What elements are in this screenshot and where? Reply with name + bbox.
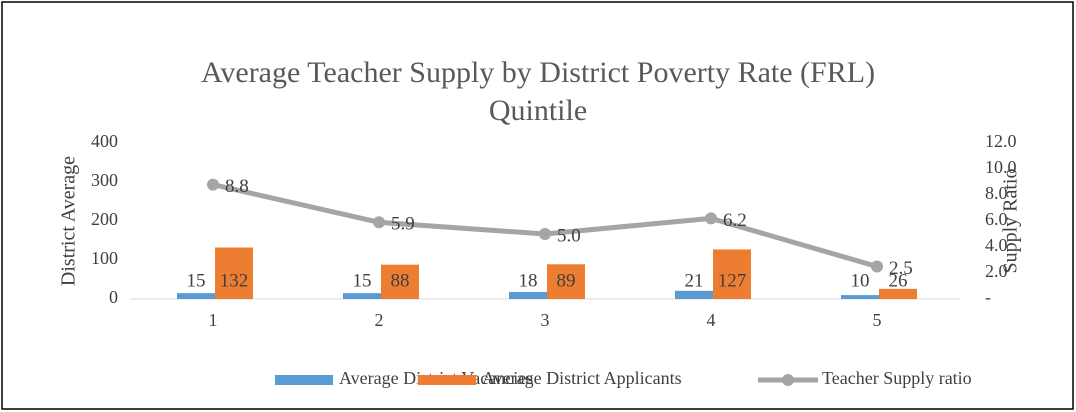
line-marker	[871, 260, 883, 273]
data-label: 15	[353, 270, 372, 291]
legend-swatch	[418, 375, 476, 385]
line-marker	[705, 212, 717, 225]
legend-swatch	[275, 375, 333, 385]
data-label: 5.9	[391, 214, 415, 235]
line-marker	[373, 216, 385, 229]
data-label: 127	[718, 270, 747, 291]
bar	[879, 288, 917, 299]
data-label: 26	[889, 270, 908, 291]
line-marker	[539, 228, 551, 240]
y-tick-label: 400	[91, 131, 118, 151]
bar	[215, 247, 253, 299]
bar	[381, 264, 419, 299]
y-axis-title: District Average	[58, 156, 80, 286]
bar	[547, 264, 585, 299]
y-tick-label: 300	[91, 170, 118, 190]
bar	[675, 290, 713, 299]
data-label: 21	[685, 270, 704, 291]
y2-tick-label: 4.0	[985, 235, 1008, 255]
data-label: 89	[557, 270, 576, 291]
bar	[343, 293, 381, 299]
data-label: 5.0	[557, 225, 581, 246]
x-tick-label: 1	[209, 310, 218, 330]
bar	[841, 295, 879, 299]
y-tick-label: 100	[91, 248, 118, 268]
line-marker	[207, 178, 219, 191]
chart-title: Average Teacher Supply by District Pover…	[200, 56, 876, 127]
data-label: 8.8	[225, 176, 249, 197]
x-tick-label: 5	[873, 310, 882, 330]
legend-label: Teacher Supply ratio	[822, 368, 972, 388]
data-label: 6.2	[723, 210, 747, 231]
bar	[177, 293, 215, 299]
x-tick-label: 4	[707, 310, 716, 330]
data-label: 10	[851, 270, 870, 291]
x-tick-label: 3	[541, 310, 550, 330]
y2-tick-label: 8.0	[985, 183, 1008, 203]
legend-swatch	[782, 374, 794, 386]
data-label: 88	[391, 270, 410, 291]
y-tick-label: 200	[91, 209, 118, 229]
y2-tick-label: 10.0	[985, 157, 1017, 177]
bar	[509, 291, 547, 299]
bar	[713, 249, 751, 299]
y2-tick-label: -	[985, 287, 991, 307]
data-label: 2.5	[889, 258, 913, 279]
data-label: 18	[519, 270, 538, 291]
data-label: 15	[187, 270, 206, 291]
y2-tick-label: 6.0	[985, 209, 1008, 229]
legend-label: Average District Applicants	[482, 368, 682, 388]
data-label: 132	[220, 270, 249, 291]
y2-tick-label: 12.0	[985, 131, 1017, 151]
x-tick-label: 2	[375, 310, 384, 330]
y2-axis-title: Supply Ratio	[1000, 168, 1022, 273]
y-tick-label: 0	[109, 287, 118, 307]
y2-tick-label: 2.0	[985, 261, 1008, 281]
